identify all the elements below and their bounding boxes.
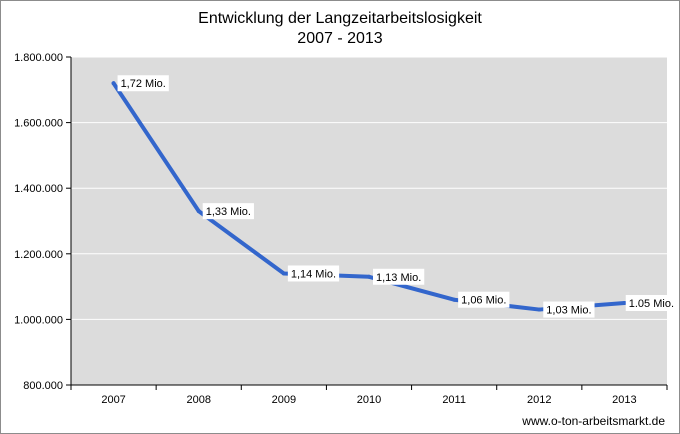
data-label-text: 1,13 Mio. bbox=[376, 272, 421, 284]
y-tick-label: 800.000 bbox=[23, 380, 63, 392]
x-tick-label: 2008 bbox=[186, 394, 210, 406]
data-label: 1,06 Mio. bbox=[458, 291, 510, 308]
data-point bbox=[622, 301, 627, 305]
data-label: 1,72 Mio. bbox=[117, 75, 169, 92]
data-point bbox=[452, 297, 457, 302]
data-point bbox=[196, 209, 201, 214]
data-label-text: 1,03 Mio. bbox=[546, 305, 591, 317]
data-label-box bbox=[117, 75, 169, 92]
x-tick-label: 2011 bbox=[442, 394, 466, 406]
x-tick-label: 2007 bbox=[101, 394, 125, 406]
y-tick-label: 1.000.000 bbox=[14, 314, 63, 326]
data-label: 1.05 Mio. bbox=[625, 295, 677, 311]
data-point bbox=[281, 271, 286, 276]
y-tick-label: 1.400.000 bbox=[14, 183, 63, 195]
data-label-text: 1,14 Mio. bbox=[291, 268, 336, 280]
x-tick-label: 2012 bbox=[527, 394, 551, 406]
data-point bbox=[111, 81, 116, 86]
x-tick-label: 2010 bbox=[357, 394, 381, 406]
source-credit: www.o-ton-arbeitsmarkt.de bbox=[522, 414, 665, 428]
chart-subtitle: 2007 - 2013 bbox=[297, 30, 383, 47]
data-label-text: 1,06 Mio. bbox=[461, 295, 506, 307]
data-point bbox=[537, 307, 542, 312]
plot-area bbox=[71, 57, 667, 385]
x-tick-label: 2009 bbox=[272, 394, 296, 406]
data-label: 1,33 Mio. bbox=[202, 203, 254, 220]
data-label-box bbox=[458, 291, 510, 308]
data-label-box bbox=[625, 295, 677, 311]
data-point bbox=[367, 274, 371, 279]
data-label-box bbox=[543, 301, 595, 318]
data-label-text: 1.05 Mio. bbox=[629, 298, 674, 310]
data-label: 1,13 Mio. bbox=[373, 268, 425, 285]
chart-title-block: Entwicklung der Langzeitarbeitslosigkeit… bbox=[1, 9, 679, 49]
chart-title: Entwicklung der Langzeitarbeitslosigkeit bbox=[198, 10, 482, 27]
x-tick-label: 2013 bbox=[612, 394, 636, 406]
data-label-box bbox=[373, 268, 425, 285]
data-label-text: 1,72 Mio. bbox=[121, 78, 166, 90]
data-label: 1,03 Mio. bbox=[543, 301, 595, 318]
data-label-text: 1,33 Mio. bbox=[206, 206, 251, 218]
y-tick-label: 1.800.000 bbox=[14, 52, 63, 64]
data-label-box bbox=[287, 265, 340, 282]
data-label-box bbox=[202, 203, 254, 220]
y-tick-label: 1.200.000 bbox=[14, 249, 63, 261]
data-label: 1,14 Mio. bbox=[287, 265, 340, 282]
y-tick-label: 1.600.000 bbox=[14, 118, 63, 130]
